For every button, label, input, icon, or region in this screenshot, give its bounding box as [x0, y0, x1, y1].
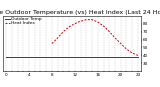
Heat Index — [57, 37, 59, 38]
Heat Index — [91, 19, 93, 20]
Outdoor Temp — [103, 56, 104, 58]
Heat Index — [125, 49, 127, 50]
Outdoor Temp — [34, 56, 36, 58]
Outdoor Temp — [57, 56, 59, 58]
Outdoor Temp — [131, 56, 133, 58]
Outdoor Temp — [51, 56, 53, 58]
Heat Index — [137, 55, 139, 56]
Outdoor Temp — [114, 56, 116, 58]
Outdoor Temp — [125, 56, 127, 58]
Heat Index — [85, 19, 87, 20]
Outdoor Temp — [120, 56, 122, 58]
Outdoor Temp — [40, 56, 41, 58]
Outdoor Temp — [74, 56, 76, 58]
Outdoor Temp — [108, 56, 110, 58]
Legend: Outdoor Temp, Heat Index: Outdoor Temp, Heat Index — [4, 17, 42, 26]
Title: Milwaukee Outdoor Temperature (vs) Heat Index (Last 24 Hours): Milwaukee Outdoor Temperature (vs) Heat … — [0, 10, 160, 15]
Outdoor Temp — [62, 56, 64, 58]
Heat Index — [108, 31, 110, 32]
Outdoor Temp — [97, 56, 99, 58]
Outdoor Temp — [5, 56, 7, 58]
Outdoor Temp — [137, 56, 139, 58]
Heat Index — [68, 26, 70, 27]
Heat Index — [120, 43, 122, 44]
Outdoor Temp — [68, 56, 70, 58]
Outdoor Temp — [22, 56, 24, 58]
Heat Index — [51, 43, 53, 44]
Outdoor Temp — [91, 56, 93, 58]
Heat Index — [74, 23, 76, 24]
Heat Index — [114, 37, 116, 38]
Outdoor Temp — [17, 56, 19, 58]
Outdoor Temp — [45, 56, 47, 58]
Heat Index — [97, 21, 99, 23]
Outdoor Temp — [85, 56, 87, 58]
Line: Heat Index: Heat Index — [52, 20, 138, 55]
Heat Index — [80, 21, 82, 22]
Heat Index — [131, 53, 133, 54]
Heat Index — [103, 25, 104, 27]
Outdoor Temp — [11, 56, 13, 58]
Outdoor Temp — [28, 56, 30, 58]
Outdoor Temp — [80, 56, 82, 58]
Heat Index — [62, 31, 64, 32]
